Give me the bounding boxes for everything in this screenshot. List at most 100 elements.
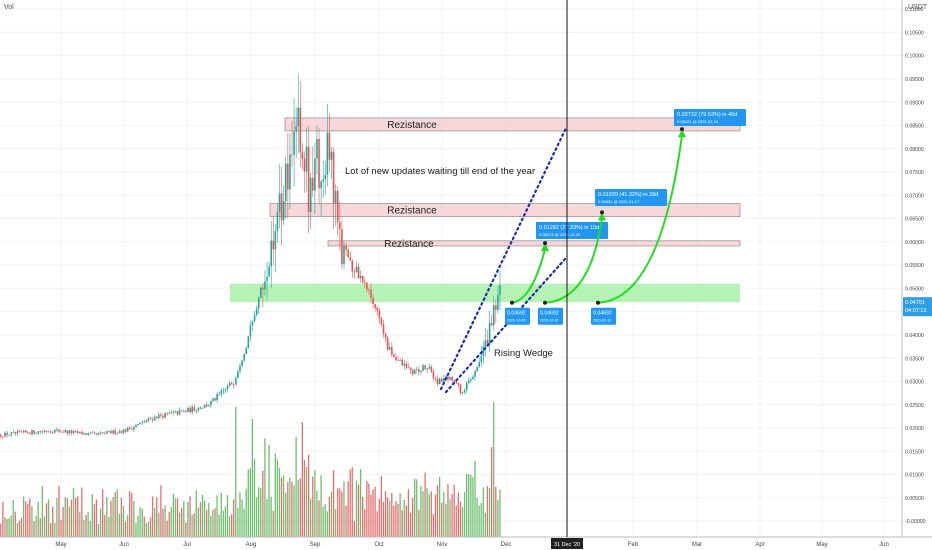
candle-body [463,390,466,393]
candle-body [93,432,96,434]
volume-bar [187,502,189,537]
volume-bar [114,492,116,537]
candle-body [232,384,235,386]
price-tick-label: 0.00500 [905,496,924,502]
candle-body [85,433,87,435]
candle-body [49,431,52,433]
candle-body [351,260,354,272]
resistance-zone-label: Rezistance [387,206,437,217]
volume-bar [39,517,41,537]
candle-body [118,431,121,433]
volume-bar [112,497,114,537]
candle-body [4,432,6,437]
volume-bar [137,515,139,537]
candle-body [284,163,287,201]
volume-bar [330,491,333,537]
volume-bar [168,511,170,537]
projection-arrow [597,134,683,304]
volume-bar [62,506,64,537]
volume-bar [6,519,8,537]
candle-body [166,412,168,414]
volume-bar [16,522,19,537]
volume-bar [191,514,193,537]
time-tick-label: May [55,542,66,548]
time-axis[interactable]: May Jun Jul Aug Sep Oct Nov Dec Feb Mar Apr May Jun [0,536,932,550]
volume-bar [324,504,326,537]
volume-bar [22,496,25,537]
candle-body [432,371,435,379]
candle-body [287,163,289,190]
volume-bar [405,505,407,537]
volume-bar [164,505,166,537]
volume-bar [224,506,227,537]
candle-body [345,245,347,250]
projection-target-dot [680,127,684,132]
volume-bar [253,459,256,537]
candle-body [214,398,216,401]
candle-body [474,371,476,377]
candle-body [341,229,343,265]
candle-body [370,289,372,299]
volume-bar [141,508,143,537]
projection-arrow [544,218,603,304]
volume-bar [407,489,410,537]
candle-body [276,212,279,232]
candle-body [328,132,331,160]
price-axis[interactable]: 0.11000 0.10500 0.10000 0.09500 0.09000 0.085… [901,0,932,537]
volume-bar [397,503,399,537]
candle-body [145,420,148,423]
volume-bar [366,480,368,537]
candle-body [262,287,264,290]
candle-body [70,430,73,434]
volume-bar [85,515,87,537]
volume-bar [380,476,383,537]
candle-body [334,190,337,204]
volume-bar [493,402,495,537]
volume-bar [461,507,464,537]
candle-body [347,249,349,258]
volume-bar [470,474,472,537]
candle-body [147,418,150,421]
volume-bar [104,514,106,537]
volume-bar [247,469,249,537]
candle-body [264,281,266,290]
volume-bar [43,516,46,537]
volume-bar [411,497,414,537]
candle-body [366,282,368,290]
volume-bar [420,486,422,537]
rising-wedge-annotation: Rising Wedge [494,348,553,359]
candle-body [440,378,443,382]
candle-body [305,146,308,172]
candle-body [397,359,399,361]
candle-body [247,336,250,348]
candle-body [228,382,231,386]
candle-body [434,378,437,379]
volume-bar [310,498,312,537]
volume-bar [35,515,37,537]
projection-start-label-box [538,307,563,325]
volume-bar [395,501,397,537]
volume-bar [426,488,428,537]
projection-start-date: 2020-12-30 [540,319,558,323]
candle-body [268,266,270,277]
candle-body [243,353,245,361]
volume-bar [401,510,403,537]
volume-bar [199,502,202,537]
volume-bar [474,460,476,537]
candle-body [332,151,335,204]
candle-body [260,287,262,298]
candle-body [249,325,252,337]
volume-bar [216,495,218,537]
volume-bar [156,497,158,537]
volume-bar [29,498,31,537]
candle-body [56,429,58,431]
volume-bar [424,472,426,537]
crosshair-date-background [551,538,583,549]
candle-body [497,295,499,310]
volume-bar [222,510,224,537]
candle-body [89,432,92,434]
volume-bar [376,511,378,537]
volume-bar [291,481,293,537]
candle-body [428,366,431,369]
